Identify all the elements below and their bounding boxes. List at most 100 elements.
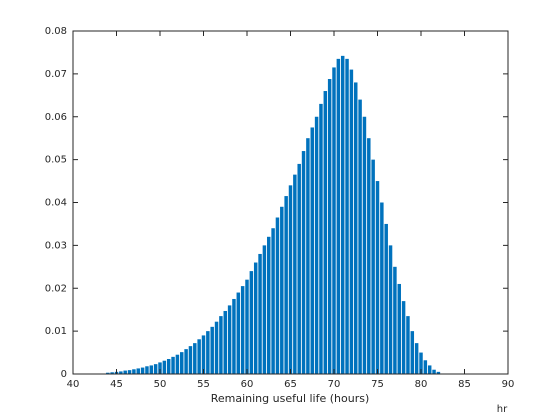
bar [180, 352, 184, 374]
bar [175, 354, 180, 374]
y-tick-label: 0.08 [45, 26, 67, 37]
bar [380, 202, 384, 374]
y-tick-label: 0.01 [45, 326, 67, 337]
x-tick-label: 55 [197, 379, 210, 390]
bar [253, 262, 258, 374]
bar [310, 127, 314, 374]
bar [153, 364, 158, 374]
bar [201, 335, 206, 374]
bar [145, 366, 149, 374]
x-tick-label: 65 [284, 379, 297, 390]
bar [136, 368, 140, 374]
bar [288, 185, 293, 374]
x-tick-label: 60 [241, 379, 254, 390]
bar [106, 372, 110, 374]
bar [388, 245, 393, 374]
bar [301, 151, 306, 374]
bar [240, 286, 245, 374]
y-tick-label: 0.07 [45, 69, 67, 80]
bar [267, 236, 271, 374]
x-tick-label: 85 [458, 379, 471, 390]
bar [171, 356, 175, 374]
bar [271, 228, 275, 374]
bar [262, 245, 267, 374]
bar [275, 217, 280, 374]
bar [193, 343, 197, 374]
bar [227, 305, 232, 374]
bar [393, 266, 397, 374]
bar [280, 206, 284, 374]
bar [345, 58, 349, 375]
bar [423, 360, 428, 374]
x-axis-label: Remaining useful life (hours) [211, 392, 370, 405]
bar [371, 159, 375, 374]
y-tick-label: 0.05 [45, 155, 67, 166]
bar [284, 196, 288, 374]
bar [427, 365, 432, 374]
bar [140, 367, 145, 374]
bar [336, 58, 341, 375]
bar [184, 349, 188, 374]
bar [297, 163, 301, 374]
bar [397, 283, 401, 374]
y-tick-label: 0.04 [45, 198, 67, 209]
bar [149, 365, 154, 374]
bar [323, 91, 328, 375]
bar [223, 310, 227, 374]
bar [384, 223, 388, 374]
bar [158, 362, 162, 374]
bar [123, 370, 127, 374]
bar [358, 99, 362, 374]
bar [245, 279, 249, 374]
x-tick-label: 70 [328, 379, 341, 390]
bar [414, 343, 419, 374]
bar [219, 316, 223, 374]
bar [119, 371, 123, 374]
bar [410, 331, 415, 374]
bar [354, 82, 358, 374]
bar [406, 316, 410, 374]
bar [197, 339, 201, 374]
bar [110, 372, 114, 374]
x-tick-label: 40 [67, 379, 80, 390]
bar [127, 370, 132, 374]
bar [319, 103, 323, 374]
bar [258, 253, 262, 374]
x-tick-label: 80 [415, 379, 428, 390]
bar [401, 301, 406, 374]
bar [436, 371, 441, 374]
bar [293, 174, 297, 374]
bar [306, 138, 310, 374]
bar [367, 138, 371, 374]
bar [432, 369, 436, 374]
x-tick-label: 75 [371, 379, 384, 390]
axes-box [72, 30, 509, 375]
bar [166, 358, 171, 374]
bar [214, 321, 219, 374]
y-tick-label: 0.02 [45, 283, 67, 294]
bar [375, 181, 380, 374]
bar [132, 369, 136, 374]
annotation: hr [497, 404, 508, 415]
bar [332, 67, 336, 374]
bar [362, 116, 367, 374]
bar [162, 360, 167, 374]
bar [249, 271, 254, 374]
x-tick-label: 50 [154, 379, 167, 390]
y-tick-label: 0.03 [45, 240, 67, 251]
bar [340, 55, 345, 375]
y-tick-label: 0 [61, 369, 67, 380]
bar [236, 292, 241, 374]
bar [327, 79, 332, 375]
bar [206, 331, 210, 374]
y-tick-label: 0.06 [45, 112, 67, 123]
bar [210, 326, 214, 374]
bar [419, 352, 423, 374]
bar [349, 69, 354, 375]
x-tick-label: 90 [502, 379, 515, 390]
x-tick-label: 45 [110, 379, 123, 390]
bar [188, 346, 193, 374]
bar [232, 298, 236, 374]
